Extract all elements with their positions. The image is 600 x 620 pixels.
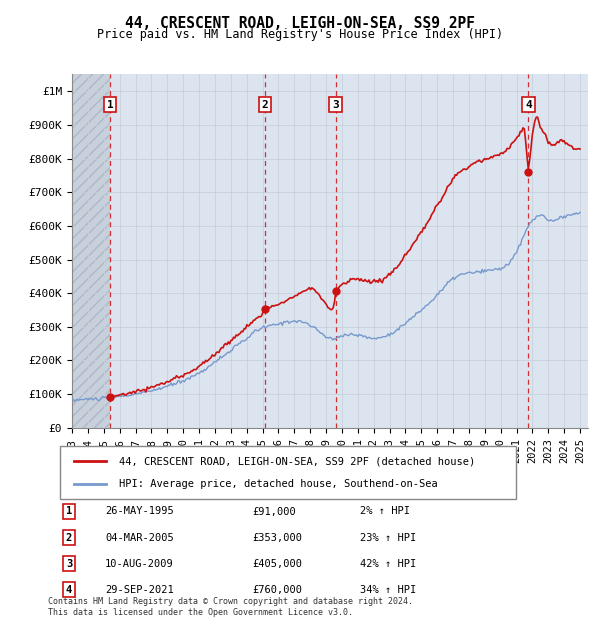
Text: 1: 1 — [66, 507, 72, 516]
Text: 44, CRESCENT ROAD, LEIGH-ON-SEA, SS9 2PF (detached house): 44, CRESCENT ROAD, LEIGH-ON-SEA, SS9 2PF… — [119, 456, 476, 466]
Text: 2: 2 — [262, 100, 269, 110]
44, CRESCENT ROAD, LEIGH-ON-SEA, SS9 2PF (detached house) — [534, 113, 541, 121]
Text: 2% ↑ HPI: 2% ↑ HPI — [360, 507, 410, 516]
44, CRESCENT ROAD, LEIGH-ON-SEA, SS9 2PF (detached house) — [526, 156, 533, 164]
Text: £91,000: £91,000 — [252, 507, 296, 516]
Text: Price paid vs. HM Land Registry's House Price Index (HPI): Price paid vs. HM Land Registry's House … — [97, 28, 503, 41]
Line: 44, CRESCENT ROAD, LEIGH-ON-SEA, SS9 2PF (detached house): 44, CRESCENT ROAD, LEIGH-ON-SEA, SS9 2PF… — [110, 117, 580, 397]
Text: 3: 3 — [332, 100, 339, 110]
Text: 42% ↑ HPI: 42% ↑ HPI — [360, 559, 416, 569]
FancyBboxPatch shape — [60, 446, 516, 499]
Text: 10-AUG-2009: 10-AUG-2009 — [105, 559, 174, 569]
Text: 2: 2 — [66, 533, 72, 542]
Text: 4: 4 — [525, 100, 532, 110]
44, CRESCENT ROAD, LEIGH-ON-SEA, SS9 2PF (detached house) — [215, 348, 223, 356]
HPI: Average price, detached house, Southend-on-Sea: (2.01e+03, 3.22e+05): Average price, detached house, Southend-… — [407, 316, 415, 323]
Text: £405,000: £405,000 — [252, 559, 302, 569]
HPI: Average price, detached house, Southend-on-Sea: (1.99e+03, 7.86e+04): Average price, detached house, Southend-… — [71, 397, 78, 405]
44, CRESCENT ROAD, LEIGH-ON-SEA, SS9 2PF (detached house) — [182, 370, 190, 378]
Text: Contains HM Land Registry data © Crown copyright and database right 2024.
This d: Contains HM Land Registry data © Crown c… — [48, 598, 413, 617]
HPI: Average price, detached house, Southend-on-Sea: (1.99e+03, 8.56e+04): Average price, detached house, Southend-… — [82, 396, 89, 403]
44, CRESCENT ROAD, LEIGH-ON-SEA, SS9 2PF (detached house) — [336, 283, 343, 290]
HPI: Average price, detached house, Southend-on-Sea: (1.99e+03, 8.53e+04): Average price, detached house, Southend-… — [68, 396, 76, 403]
Text: 29-SEP-2021: 29-SEP-2021 — [105, 585, 174, 595]
Text: HPI: Average price, detached house, Southend-on-Sea: HPI: Average price, detached house, Sout… — [119, 479, 438, 489]
HPI: Average price, detached house, Southend-on-Sea: (2.02e+03, 3.64e+05): Average price, detached house, Southend-… — [423, 301, 430, 309]
Text: 23% ↑ HPI: 23% ↑ HPI — [360, 533, 416, 542]
44, CRESCENT ROAD, LEIGH-ON-SEA, SS9 2PF (detached house) — [365, 277, 373, 284]
Bar — [72, 74, 110, 428]
44, CRESCENT ROAD, LEIGH-ON-SEA, SS9 2PF (detached house) — [577, 145, 584, 153]
Text: 3: 3 — [66, 559, 72, 569]
Text: 34% ↑ HPI: 34% ↑ HPI — [360, 585, 416, 595]
HPI: Average price, detached house, Southend-on-Sea: (2.02e+03, 6.4e+05): Average price, detached house, Southend-… — [577, 209, 584, 216]
Line: HPI: Average price, detached house, Southend-on-Sea: HPI: Average price, detached house, Sout… — [72, 213, 580, 401]
HPI: Average price, detached house, Southend-on-Sea: (2e+03, 9.3e+04): Average price, detached house, Southend-… — [115, 393, 122, 401]
Text: 1: 1 — [107, 100, 113, 110]
Text: 26-MAY-1995: 26-MAY-1995 — [105, 507, 174, 516]
Text: 04-MAR-2005: 04-MAR-2005 — [105, 533, 174, 542]
HPI: Average price, detached house, Southend-on-Sea: (2.01e+03, 2.72e+05): Average price, detached house, Southend-… — [338, 332, 346, 340]
44, CRESCENT ROAD, LEIGH-ON-SEA, SS9 2PF (detached house) — [142, 388, 149, 396]
Text: £353,000: £353,000 — [252, 533, 302, 542]
Text: £760,000: £760,000 — [252, 585, 302, 595]
44, CRESCENT ROAD, LEIGH-ON-SEA, SS9 2PF (detached house) — [107, 394, 114, 401]
Text: 4: 4 — [66, 585, 72, 595]
Text: 44, CRESCENT ROAD, LEIGH-ON-SEA, SS9 2PF: 44, CRESCENT ROAD, LEIGH-ON-SEA, SS9 2PF — [125, 16, 475, 30]
HPI: Average price, detached house, Southend-on-Sea: (2.01e+03, 3.04e+05): Average price, detached house, Southend-… — [279, 322, 286, 329]
